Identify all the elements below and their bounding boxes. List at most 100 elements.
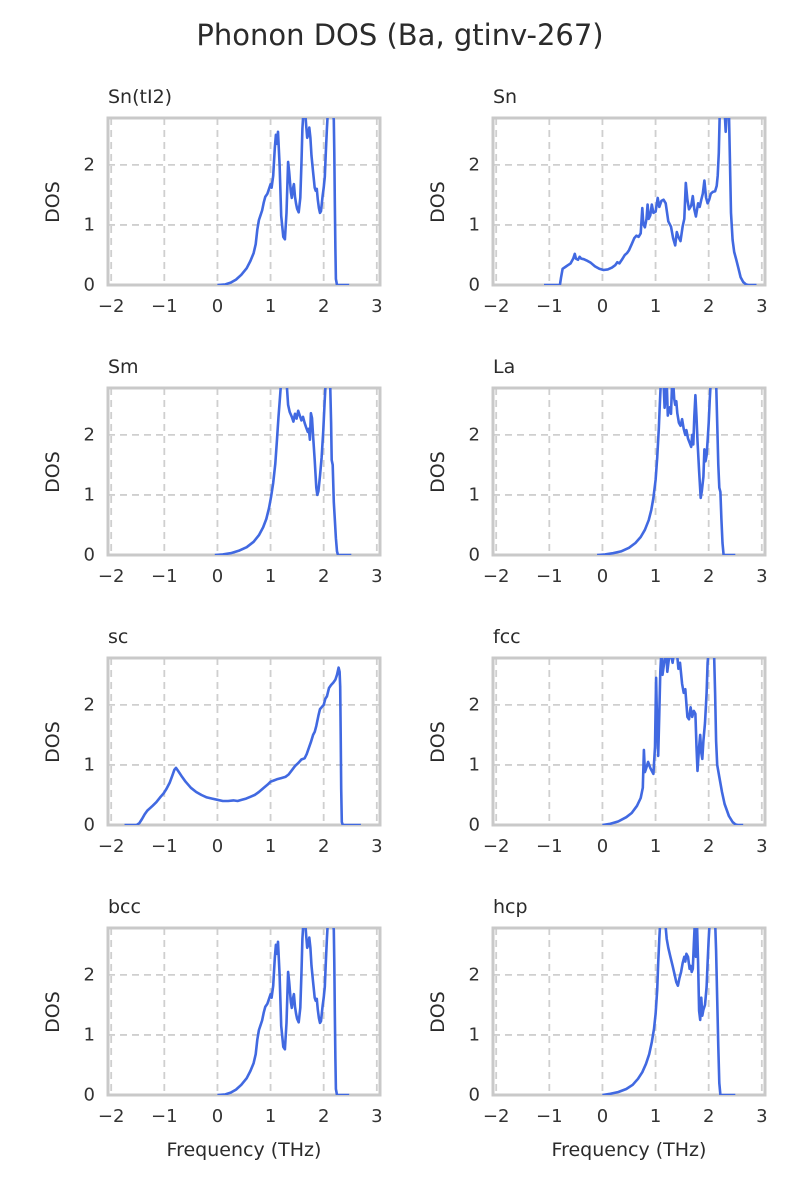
- subplot-sn: [491, 116, 767, 287]
- xtick-label: −2: [482, 1106, 510, 1127]
- ytick-label: 2: [468, 964, 480, 986]
- xtick-label: −2: [97, 566, 125, 587]
- xtick-label: 3: [756, 566, 768, 587]
- xtick-label: −1: [536, 836, 563, 857]
- subplot-sm: [106, 386, 382, 557]
- grid: [108, 388, 380, 556]
- spines: [491, 116, 767, 287]
- ytick-label: 2: [468, 694, 480, 716]
- ytick-label: 0: [468, 274, 480, 296]
- xtick-label: 2: [702, 296, 715, 317]
- ytick-label: 1: [83, 754, 95, 776]
- x-axis-label: Frequency (THz): [166, 1139, 322, 1161]
- xtick-label: 1: [649, 836, 662, 857]
- spines: [106, 386, 382, 557]
- subplot-la: [491, 386, 767, 557]
- spines: [491, 656, 767, 827]
- xtick-label: 2: [317, 836, 330, 857]
- dos-curve: [124, 666, 361, 825]
- ytick-label: 2: [83, 424, 95, 446]
- y-axis-label: DOS: [427, 720, 449, 763]
- xtick-label: −1: [151, 1106, 178, 1127]
- ytick-label: 1: [83, 214, 95, 236]
- xtick-label: 1: [264, 836, 277, 857]
- ytick-label: 0: [83, 274, 95, 296]
- figure-title: Phonon DOS (Ba, gtinv-267): [196, 18, 604, 52]
- xtick-label: 3: [756, 1106, 768, 1127]
- subplot-title-bcc: bcc: [108, 896, 141, 918]
- spines: [491, 926, 767, 1097]
- subplot-sc: [106, 656, 382, 827]
- dos-curve: [602, 928, 736, 1095]
- xtick-label: −1: [536, 1106, 563, 1127]
- ytick-label: 0: [83, 814, 95, 836]
- ytick-label: 2: [83, 964, 95, 986]
- grid: [493, 118, 765, 286]
- xtick-label: 2: [317, 1106, 330, 1127]
- spines: [106, 656, 382, 827]
- xtick-label: 3: [371, 1106, 383, 1127]
- xtick-label: −2: [482, 566, 510, 587]
- xtick-label: 1: [264, 1106, 277, 1127]
- subplot-hcp: [491, 926, 767, 1097]
- xtick-label: 2: [702, 836, 715, 857]
- xtick-label: 1: [264, 566, 277, 587]
- xtick-label: 1: [649, 1106, 662, 1127]
- ytick-label: 2: [83, 694, 95, 716]
- y-axis-label: DOS: [427, 450, 449, 493]
- xtick-label: −2: [482, 836, 510, 857]
- y-axis-label: DOS: [427, 990, 449, 1033]
- xtick-label: 3: [371, 296, 383, 317]
- x-axis-label: Frequency (THz): [551, 1139, 707, 1161]
- ytick-label: 1: [83, 484, 95, 506]
- ytick-label: 1: [468, 754, 480, 776]
- xtick-label: −1: [151, 296, 178, 317]
- dos-curve: [217, 118, 350, 285]
- y-axis-label: DOS: [42, 180, 64, 223]
- subplot-title-la: La: [493, 356, 516, 378]
- y-axis-label: DOS: [42, 990, 64, 1033]
- subplot-fcc: [491, 656, 767, 827]
- ytick-label: 0: [468, 544, 480, 566]
- xtick-label: −1: [536, 296, 563, 317]
- grid: [493, 928, 765, 1096]
- xtick-label: 3: [756, 836, 768, 857]
- grid: [108, 928, 380, 1096]
- ytick-label: 2: [468, 154, 480, 176]
- ytick-label: 0: [83, 1084, 95, 1106]
- xtick-label: 2: [317, 296, 330, 317]
- ytick-label: 1: [468, 484, 480, 506]
- xtick-label: 3: [371, 836, 383, 857]
- xtick-label: −1: [151, 836, 178, 857]
- grid: [108, 118, 380, 286]
- dos-curve: [597, 388, 736, 555]
- ytick-label: 0: [468, 1084, 480, 1106]
- subplot-title-sn-ti2: Sn(tI2): [108, 86, 173, 108]
- y-axis-label: DOS: [42, 720, 64, 763]
- xtick-label: 0: [596, 296, 609, 317]
- xtick-label: 0: [596, 1106, 609, 1127]
- xtick-label: 0: [596, 566, 609, 587]
- grid: [493, 388, 765, 556]
- dos-curve: [214, 388, 352, 555]
- subplot-bcc: [106, 926, 382, 1097]
- xtick-label: 2: [702, 1106, 715, 1127]
- xtick-label: 0: [211, 566, 224, 587]
- xtick-label: −2: [97, 1106, 125, 1127]
- y-axis-label: DOS: [42, 450, 64, 493]
- xtick-label: 0: [211, 296, 224, 317]
- ytick-label: 1: [468, 1024, 480, 1046]
- spines: [106, 116, 382, 287]
- xtick-label: −2: [97, 296, 125, 317]
- spines: [106, 926, 382, 1097]
- ytick-label: 1: [83, 1024, 95, 1046]
- xtick-label: 2: [702, 566, 715, 587]
- subplot-sn-ti2: [106, 116, 382, 287]
- y-axis-label: DOS: [427, 180, 449, 223]
- xtick-label: 0: [596, 836, 609, 857]
- xtick-label: −1: [536, 566, 563, 587]
- subplot-title-sn: Sn: [493, 86, 518, 108]
- xtick-label: 1: [649, 566, 662, 587]
